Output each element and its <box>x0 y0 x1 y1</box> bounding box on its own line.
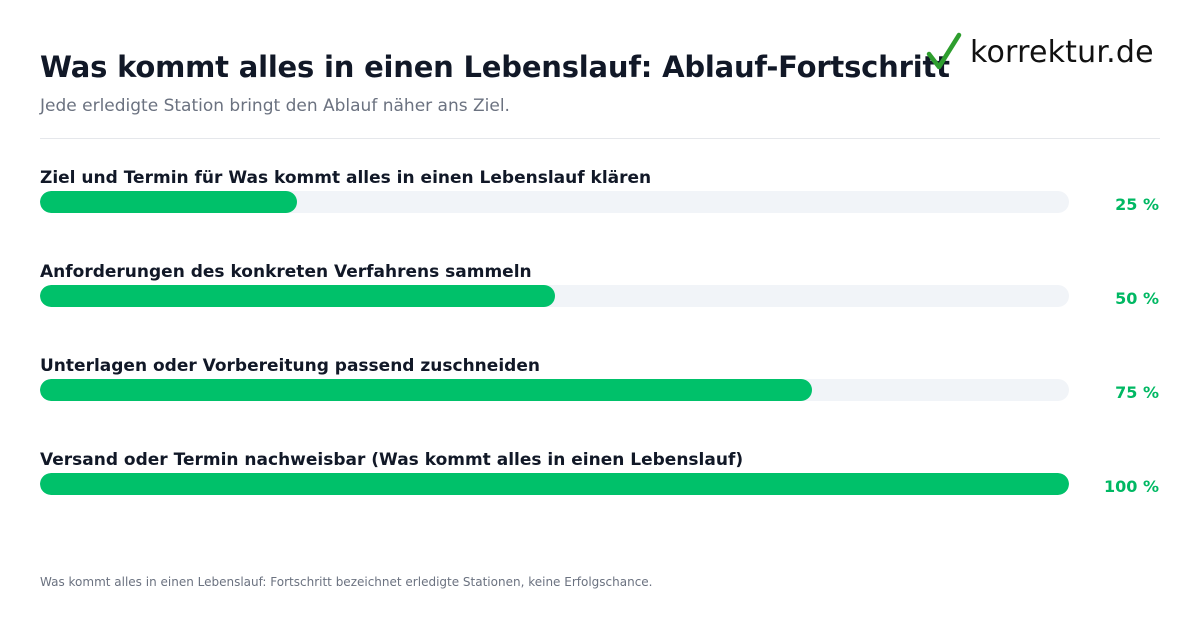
progress-row-label: Unterlagen oder Vorbereitung passend zus… <box>40 356 540 376</box>
progress-track <box>40 191 1069 213</box>
progress-row-label: Ziel und Termin für Was kommt alles in e… <box>40 168 652 188</box>
page-title: Was kommt alles in einen Lebenslauf: Abl… <box>40 50 950 84</box>
progress-value-label: 75 % <box>1115 383 1159 402</box>
progress-row: Unterlagen oder Vorbereitung passend zus… <box>40 356 1160 416</box>
progress-bar-fill <box>40 191 298 213</box>
progress-bar-fill <box>40 379 812 401</box>
progress-value-label: 100 % <box>1104 477 1159 496</box>
checkmark-icon <box>926 32 962 70</box>
progress-track <box>40 473 1069 495</box>
progress-track <box>40 285 1069 307</box>
progress-row: Versand oder Termin nachweisbar (Was kom… <box>40 450 1160 510</box>
header-divider <box>40 138 1160 139</box>
page-subtitle: Jede erledigte Station bringt den Ablauf… <box>40 96 510 116</box>
progress-row-label: Versand oder Termin nachweisbar (Was kom… <box>40 450 744 470</box>
brand-logo: korrektur.de <box>926 30 1154 74</box>
progress-value-label: 50 % <box>1115 289 1159 308</box>
progress-track <box>40 379 1069 401</box>
progress-row: Ziel und Termin für Was kommt alles in e… <box>40 168 1160 228</box>
progress-bar-fill <box>40 285 555 307</box>
progress-value-label: 25 % <box>1115 195 1159 214</box>
progress-row-label: Anforderungen des konkreten Verfahrens s… <box>40 262 532 282</box>
brand-name: korrektur.de <box>970 34 1154 70</box>
footnote: Was kommt alles in einen Lebenslauf: For… <box>40 575 653 589</box>
progress-bar-fill <box>40 473 1069 495</box>
progress-row: Anforderungen des konkreten Verfahrens s… <box>40 262 1160 322</box>
